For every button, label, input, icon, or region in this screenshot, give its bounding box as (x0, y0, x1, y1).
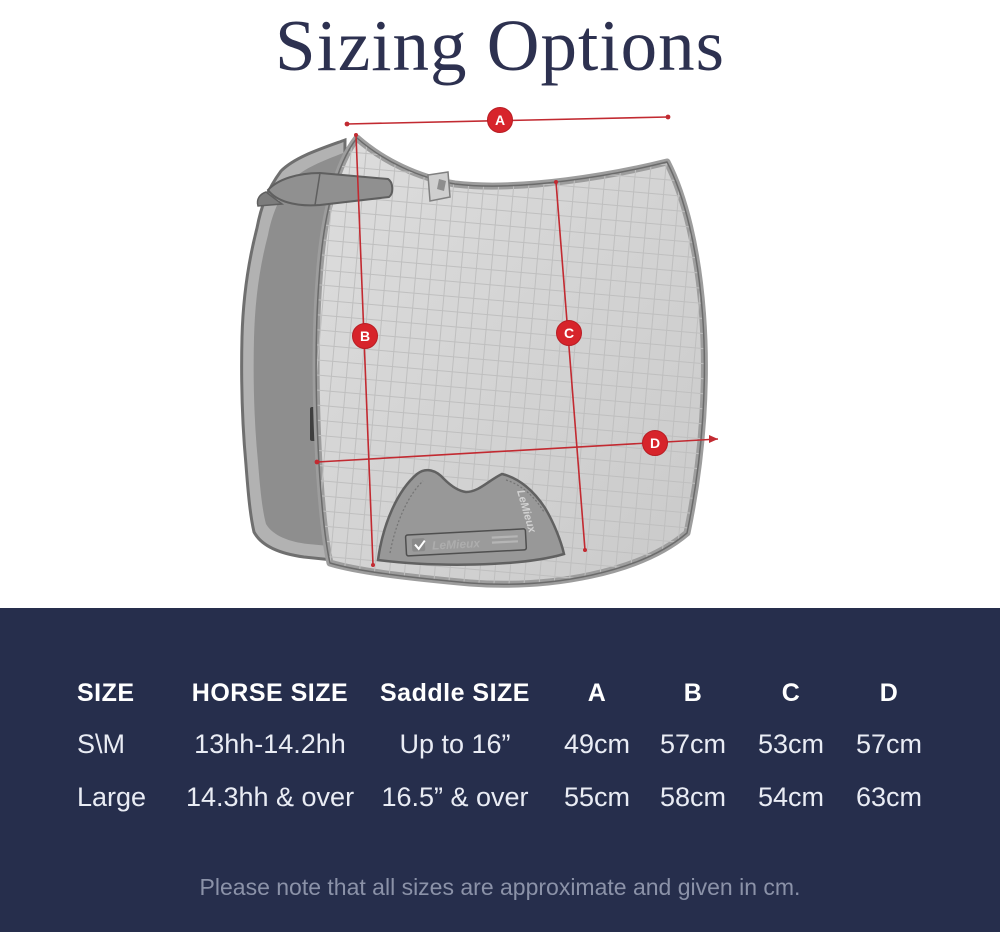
header-b: B (683, 678, 703, 707)
badge-b (352, 323, 378, 349)
header-c: C (781, 678, 801, 707)
row1-c: 53cm (757, 729, 825, 759)
badge-c (556, 320, 582, 346)
measure-line-c (555, 181, 586, 551)
badge-c-label: C (564, 325, 574, 341)
badge-b-label: B (360, 328, 370, 344)
row2-c: 54cm (757, 782, 825, 812)
row2-saddle-size: 16.5” & over (381, 782, 529, 812)
row2-b: 58cm (659, 782, 727, 812)
sizing-table: SIZE HORSE SIZE Saddle SIZE A B C D S\M … (0, 608, 938, 824)
row1-a: 49cm (563, 729, 631, 759)
badge-d-label: D (650, 435, 660, 451)
header-a: A (587, 678, 607, 707)
page-title: Sizing Options (274, 5, 725, 86)
row1-horse-size: 13hh-14.2hh (194, 729, 346, 759)
header-size: SIZE (77, 678, 135, 707)
check-icon (414, 539, 426, 551)
badge-a-label: A (495, 112, 505, 128)
row2-d: 63cm (855, 782, 923, 812)
label-brand: LeMieux (432, 536, 482, 553)
measure-endpoints (314, 114, 718, 567)
badge-d (642, 430, 668, 456)
header-horse-size: HORSE SIZE (191, 678, 349, 707)
sizing-panel: SIZE HORSE SIZE Saddle SIZE A B C D S\M … (0, 608, 1000, 932)
row1-b: 57cm (659, 729, 727, 759)
saddle-pad-diagram: LeMieux LeMieux Le (240, 107, 719, 588)
row2-size: Large (77, 782, 147, 812)
quilting-texture (315, 137, 706, 585)
pad-main (312, 134, 708, 588)
row1-size: S\M (77, 729, 126, 759)
row1-d: 57cm (855, 729, 923, 759)
row1-saddle-size: Up to 16” (399, 729, 511, 759)
header-d: D (879, 678, 899, 707)
row2-horse-size: 14.3hh & over (185, 782, 355, 812)
measurement-badges: A B C D (352, 107, 668, 456)
measure-line-b (355, 134, 374, 566)
row2-a: 55cm (563, 782, 631, 812)
footer-note: Please note that all sizes are approxima… (199, 874, 801, 900)
product-label-strip: LeMieux (404, 528, 528, 557)
header-saddle-size: Saddle SIZE (380, 678, 530, 707)
logo-patch (427, 171, 451, 202)
girth-patch: LeMieux LeMieux (376, 468, 566, 566)
velcro-strap (256, 171, 394, 207)
badge-a (487, 107, 513, 133)
